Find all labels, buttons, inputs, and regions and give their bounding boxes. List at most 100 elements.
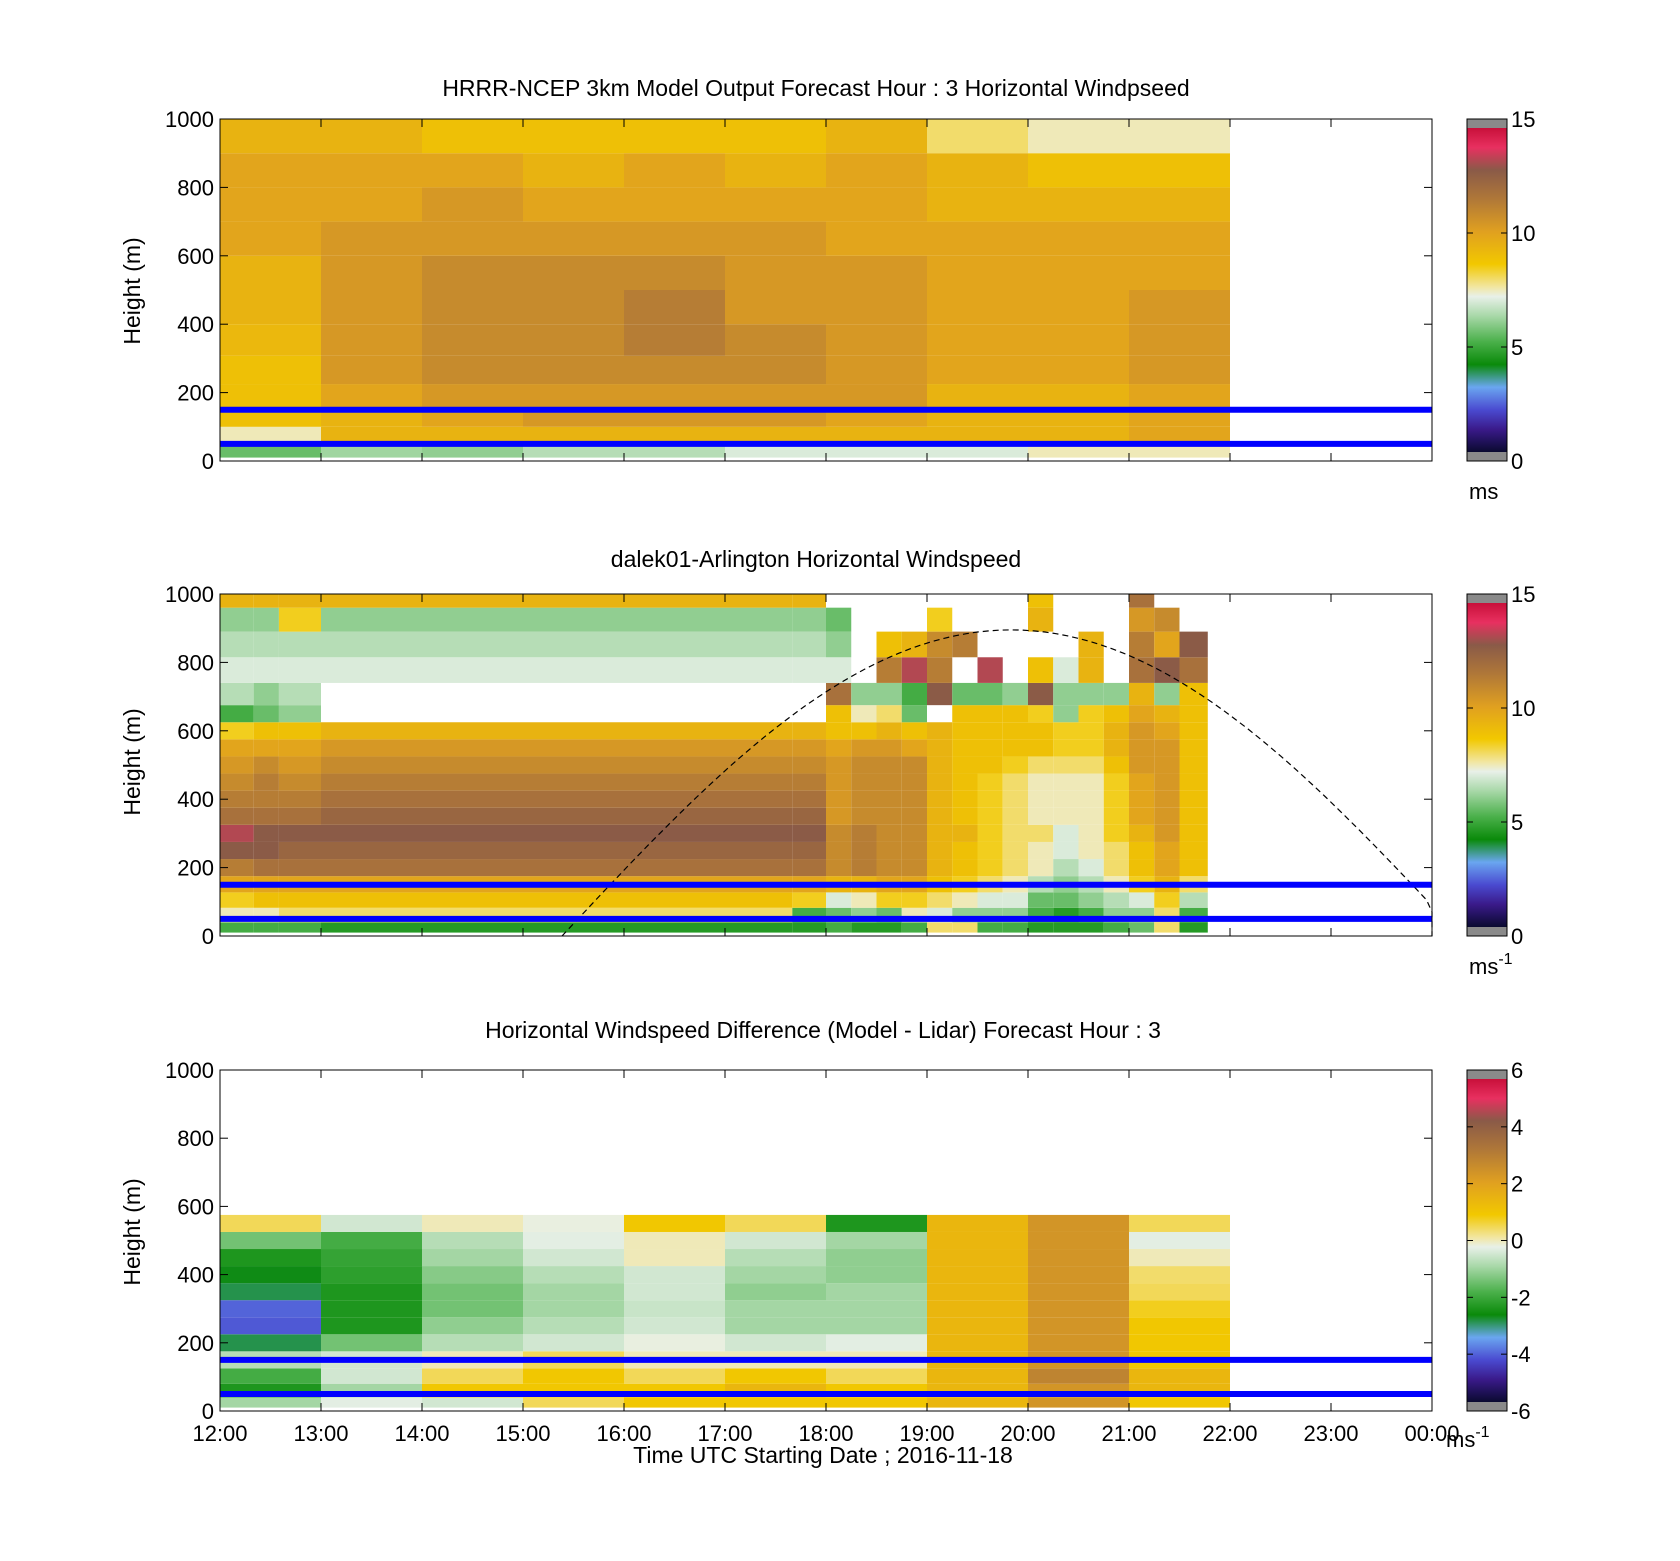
heatmap-cell: [952, 922, 978, 933]
heatmap-cell: [927, 607, 953, 632]
heatmap-cell: [573, 657, 624, 683]
heatmap-cell: [253, 631, 279, 658]
heatmap-cell: [321, 119, 422, 154]
heatmap-cell: [725, 1283, 826, 1301]
heatmap-cell: [523, 324, 624, 356]
heatmap-cell: [1154, 705, 1180, 723]
heatmap-cell: [624, 922, 675, 933]
heatmap-cell: [371, 607, 422, 632]
heatmap-cell: [321, 807, 372, 825]
heatmap-cell: [826, 682, 852, 706]
heatmap-cell: [977, 705, 1003, 723]
heatmap-cell: [826, 824, 852, 842]
y-tick-label: 200: [177, 856, 214, 881]
heatmap-cell: [321, 773, 372, 791]
lidar-panel-ylabel: Height (m): [119, 708, 145, 815]
heatmap-cell: [674, 824, 725, 842]
heatmap-cell: [523, 1397, 624, 1408]
heatmap-cell: [1103, 773, 1129, 791]
heatmap-cell: [826, 807, 852, 825]
heatmap-cell: [792, 773, 826, 791]
heatmap-cell: [927, 790, 953, 808]
heatmap-cell: [1154, 790, 1180, 808]
heatmap-cell: [826, 290, 927, 325]
heatmap-cell: [1103, 841, 1129, 860]
heatmap-cell: [1002, 824, 1028, 842]
difference-axes: 0 200 400 600 800 1000: [165, 1058, 1433, 1424]
heatmap-cell: [1078, 657, 1104, 683]
heatmap-cell: [1129, 119, 1230, 154]
heatmap-cell: [1028, 1214, 1129, 1232]
heatmap-cell: [1103, 807, 1129, 825]
heatmap-cell: [876, 705, 902, 723]
heatmap-cell: [220, 1368, 321, 1384]
heatmap-cell: [876, 756, 902, 774]
heatmap-cell: [523, 384, 624, 408]
heatmap-cell: [422, 790, 473, 808]
heatmap-cell: [321, 290, 422, 325]
colorbar-tick-label: 10: [1511, 696, 1535, 721]
heatmap-cell: [321, 187, 422, 222]
heatmap-cell: [472, 841, 523, 860]
heatmap-cell: [927, 1231, 1028, 1250]
x-tick-label: 17:00: [697, 1421, 752, 1446]
heatmap-cell: [1028, 824, 1054, 842]
heatmap-cell: [220, 756, 254, 774]
heatmap-cell: [253, 773, 279, 791]
heatmap-cell: [952, 841, 978, 860]
heatmap-cell: [826, 790, 852, 808]
heatmap-cell: [278, 892, 321, 908]
heatmap-cell: [952, 773, 978, 791]
colorbar-unit: ms-1: [1469, 951, 1513, 979]
heatmap-cell: [1002, 705, 1028, 723]
heatmap-cell: [927, 739, 953, 757]
heatmap-cell: [725, 355, 826, 385]
heatmap-cell: [725, 756, 793, 774]
heatmap-cell: [422, 1249, 523, 1267]
x-tick-labels: 12:00 13:00 14:00 15:00 16:00 17:00 18:00 19:00…: [192, 1421, 1459, 1446]
heatmap-cell: [321, 1214, 422, 1232]
heatmap-cell: [1002, 773, 1028, 791]
heatmap-cell: [851, 705, 877, 723]
heatmap-cell: [220, 607, 254, 632]
lidar-colorbar: 0 5 10 15 ms-1: [1466, 582, 1535, 979]
colorbar-tick-label: -4: [1511, 1342, 1531, 1367]
heatmap-cell: [1053, 922, 1079, 933]
colorbar-tick-label: 10: [1511, 221, 1535, 246]
heatmap-cell: [278, 594, 321, 608]
heatmap-cell: [725, 1334, 826, 1352]
heatmap-cell: [321, 594, 372, 608]
heatmap-cell: [1129, 255, 1230, 290]
heatmap-cell: [371, 773, 422, 791]
heatmap-cell: [321, 722, 372, 740]
heatmap-cell: [927, 722, 953, 740]
heatmap-cell: [1053, 739, 1079, 757]
heatmap-cell: [826, 1368, 927, 1384]
y-tick-label: 0: [202, 1399, 214, 1424]
heatmap-cell: [1129, 922, 1155, 933]
x-tick-label: 00:00: [1404, 1421, 1459, 1446]
heatmap-cell: [253, 824, 279, 842]
heatmap-cell: [422, 922, 473, 933]
heatmap-cell: [253, 892, 279, 908]
heatmap-cell: [220, 807, 254, 825]
heatmap-cell: [792, 892, 826, 908]
heatmap-cell: [523, 1214, 624, 1232]
heatmap-cell: [523, 1300, 624, 1318]
heatmap-cell: [927, 1317, 1028, 1335]
heatmap-cell: [573, 631, 624, 658]
heatmap-cell: [371, 824, 422, 842]
heatmap-cell: [725, 1249, 826, 1267]
heatmap-cell: [523, 657, 574, 683]
heatmap-cell: [624, 1231, 725, 1250]
model-colorbar: 0 5 10 15 ms: [1466, 107, 1535, 504]
heatmap-cell: [523, 221, 624, 256]
heatmap-cell: [624, 255, 725, 290]
heatmap-cell: [792, 824, 826, 842]
heatmap-cell: [472, 790, 523, 808]
heatmap-cell: [422, 841, 473, 860]
difference-panel-ylabel: Height (m): [119, 1178, 145, 1285]
heatmap-cell: [422, 1397, 523, 1408]
heatmap-cell: [472, 807, 523, 825]
heatmap-cell: [278, 631, 321, 658]
